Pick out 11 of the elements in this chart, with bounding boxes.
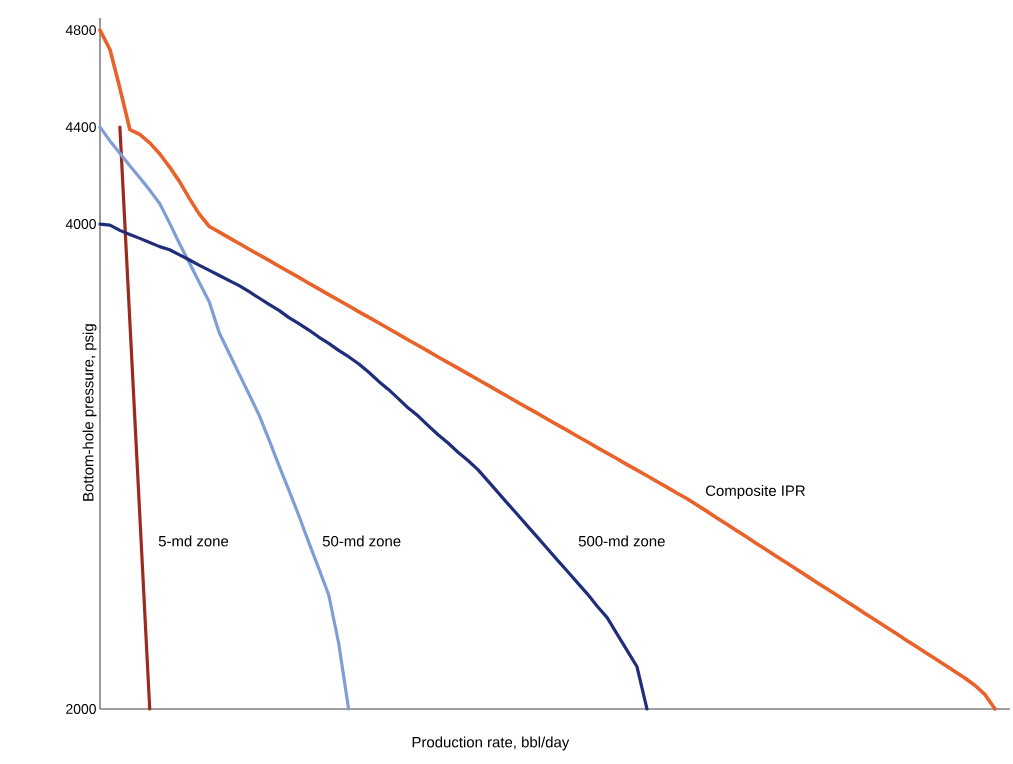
y-tick-label: 4000 [65,219,96,230]
y-tick-label: 4800 [65,25,96,36]
x-axis-title: Production rate, bbl/day [412,736,570,751]
y-tick-label: 4400 [65,122,96,133]
series-label: 500-md zone [578,535,665,547]
y-tick-label: 2000 [66,704,96,714]
series-label: Composite IPR [705,485,805,499]
line-series [118,125,152,711]
y-axis-title: Bottom-hole pressure, psig [82,324,97,501]
series-label: 5-md zone [158,535,229,547]
series-label: 50-md zone [322,535,401,547]
